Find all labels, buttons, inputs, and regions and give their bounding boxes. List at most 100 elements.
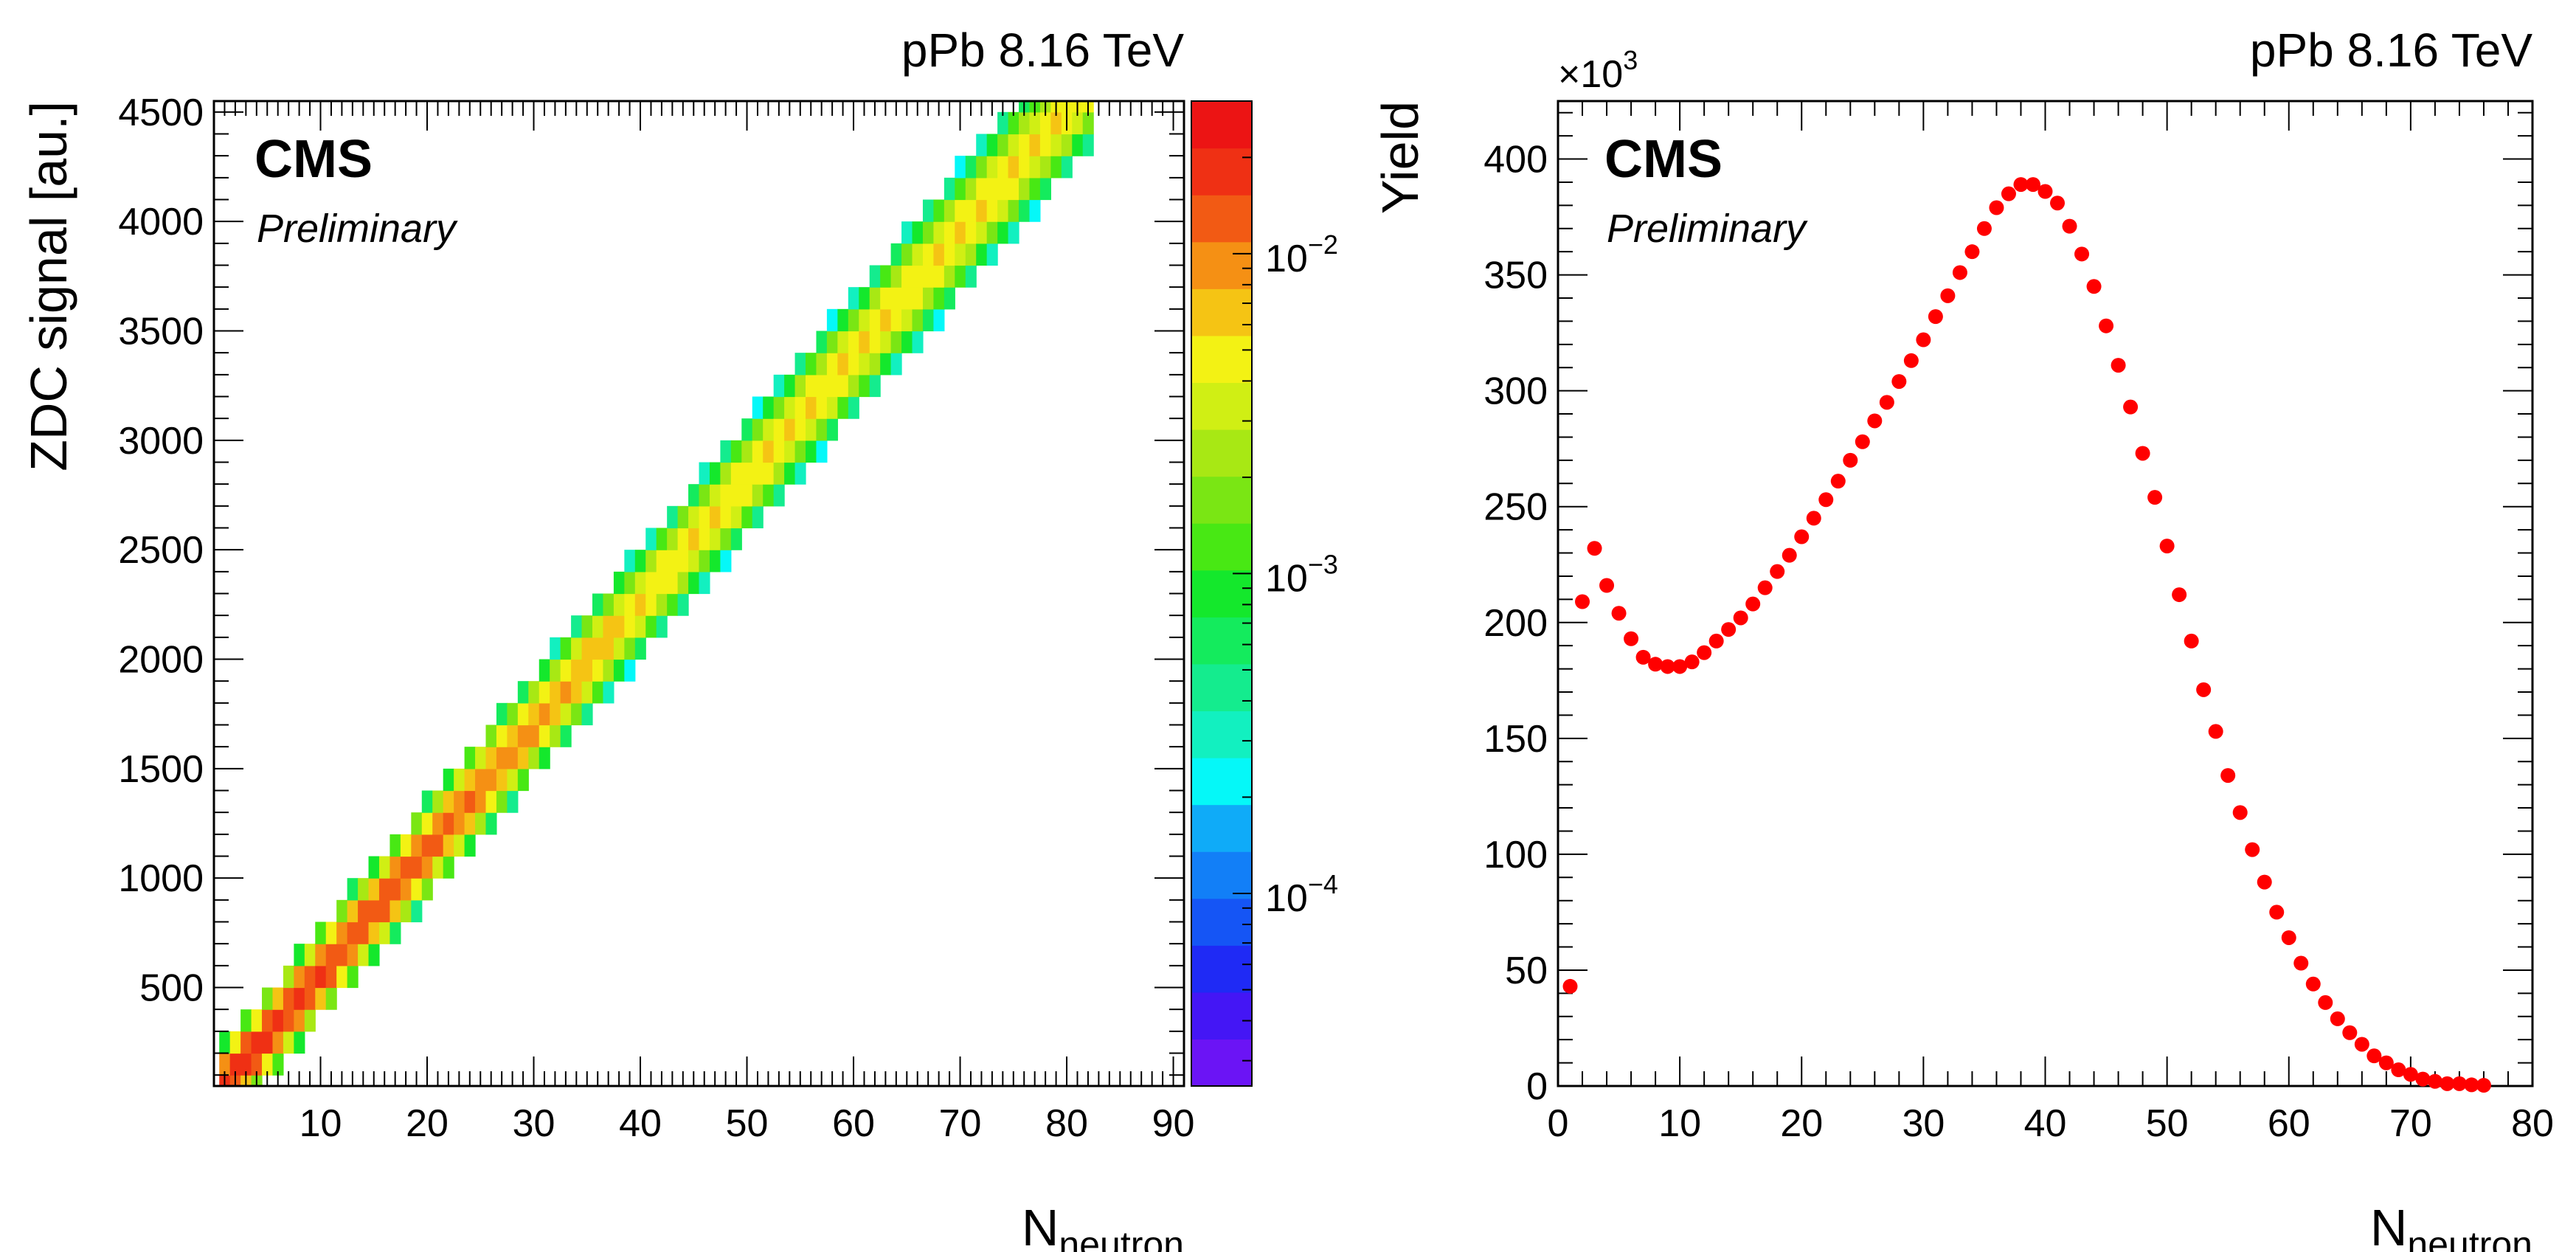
color-scale-swatch — [1191, 945, 1252, 993]
heatmap-cell — [826, 308, 838, 332]
scatter-point — [2451, 1076, 2467, 1091]
heatmap-cell — [485, 724, 497, 747]
heatmap-cell — [571, 681, 583, 704]
heatmap-cell — [411, 834, 423, 857]
scatter-point — [1635, 649, 1651, 665]
heatmap-cell — [443, 812, 454, 835]
heatmap-cell — [901, 221, 913, 244]
scatter-point — [1903, 353, 1919, 368]
heatmap-cell — [262, 1009, 274, 1032]
heatmap-cell — [752, 505, 764, 529]
heatmap-cell — [837, 308, 849, 332]
scatter-point — [2074, 246, 2090, 262]
heatmap-cell — [634, 550, 646, 573]
scatter-point — [2464, 1077, 2479, 1093]
color-scale-swatch — [1191, 617, 1252, 665]
heatmap-cell — [965, 177, 977, 201]
heatmap-cell — [378, 878, 391, 901]
heatmap-cell — [262, 987, 274, 1010]
scatter-point — [2050, 196, 2066, 211]
heatmap-cell — [517, 768, 529, 792]
heatmap-cell — [784, 396, 796, 419]
heatmap-cell — [496, 702, 508, 726]
heatmap-cell — [709, 484, 721, 507]
heatmap-cell — [869, 353, 881, 376]
scatter-point — [1843, 452, 1858, 468]
heatmap-cell — [848, 287, 859, 310]
heatmap-cell — [634, 571, 646, 595]
heatmap-cell — [378, 921, 391, 944]
heatmap-x-tick-label: 60 — [832, 1102, 875, 1145]
heatmap-cell — [869, 287, 881, 310]
scatter-point — [2427, 1073, 2442, 1089]
heatmap-cell — [624, 571, 636, 595]
scatter-point — [2366, 1048, 2382, 1064]
heatmap-cell — [294, 1009, 305, 1032]
heatmap-cell — [1072, 111, 1084, 135]
heatmap-cell — [400, 856, 412, 879]
heatmap-cell — [816, 440, 828, 463]
heatmap-cell — [454, 790, 465, 813]
heatmap-cell — [752, 418, 764, 441]
heatmap-cell — [528, 702, 540, 726]
heatmap-panel: pPb 8.16 TeV 10 20 30 40 50 60 70 80 90 500 1000 1… — [20, 24, 1429, 1252]
scatter-point — [1940, 288, 1956, 303]
scatter-y-axis: 0 50 100 150 200 250 300 350 400 — [1483, 111, 2532, 1108]
scatter-y-tick-label: 200 — [1483, 602, 1548, 645]
heatmap-cell — [656, 550, 668, 573]
heatmap-cell — [944, 265, 955, 288]
scatter-y-tick-label: 0 — [1526, 1065, 1548, 1108]
heatmap-cell — [550, 681, 561, 704]
scatter-experiment-label: CMS — [1604, 130, 1722, 189]
color-scale-swatch — [1191, 804, 1252, 852]
heatmap-cell — [730, 505, 742, 529]
scatter-point — [2184, 633, 2199, 649]
heatmap-cell — [890, 308, 902, 332]
heatmap-cell — [922, 287, 935, 310]
heatmap-cell — [901, 308, 913, 332]
heatmap-cell — [1019, 199, 1031, 222]
heatmap-experiment-label: CMS — [255, 130, 373, 189]
heatmap-cell — [325, 987, 337, 1010]
heatmap-cell — [752, 440, 764, 463]
heatmap-cell — [528, 681, 540, 704]
color-scale-swatch — [1191, 382, 1252, 430]
heatmap-cell — [464, 812, 476, 835]
scatter-point — [2318, 995, 2333, 1010]
heatmap-cell — [304, 987, 316, 1010]
scatter-point — [1648, 657, 1663, 672]
heatmap-cell — [890, 353, 902, 376]
scatter-point — [2391, 1062, 2406, 1078]
scatter-y-tick-label: 150 — [1483, 718, 1548, 761]
heatmap-cell — [965, 221, 977, 244]
heatmap-cells — [219, 101, 1094, 1087]
scatter-point — [1989, 200, 2004, 215]
heatmap-cell — [496, 747, 508, 769]
heatmap-cell — [507, 747, 519, 769]
heatmap-cell — [368, 921, 380, 944]
heatmap-cell — [485, 768, 497, 792]
heatmap-cell — [368, 944, 380, 966]
scatter-point — [1830, 474, 1846, 489]
heatmap-y-axis-title: ZDC signal [au.] — [20, 101, 77, 471]
heatmap-cell — [837, 396, 849, 419]
color-scale-swatch — [1191, 523, 1252, 571]
heatmap-cell — [880, 287, 892, 310]
heatmap-cell — [709, 462, 721, 485]
scatter-point — [2281, 930, 2296, 945]
color-scale-swatch — [1191, 1039, 1252, 1087]
heatmap-cell — [1019, 177, 1031, 201]
scatter-point — [2208, 724, 2223, 739]
heatmap-cell — [688, 528, 700, 550]
heatmap-cell — [560, 724, 572, 747]
scatter-point — [1562, 978, 1578, 994]
heatmap-cell — [336, 944, 348, 966]
heatmap-x-axis-title-main: N — [1022, 1199, 1059, 1252]
heatmap-cell — [581, 681, 593, 704]
scatter-point — [1794, 529, 1810, 544]
heatmap-cell — [1019, 134, 1031, 156]
heatmap-cell — [283, 1009, 294, 1032]
heatmap-cell — [806, 440, 817, 463]
scatter-y-tick-label: 400 — [1483, 139, 1548, 181]
heatmap-y-axis: 500 1000 1500 2000 2500 3000 3500 4000 4500 — [118, 91, 1184, 1076]
